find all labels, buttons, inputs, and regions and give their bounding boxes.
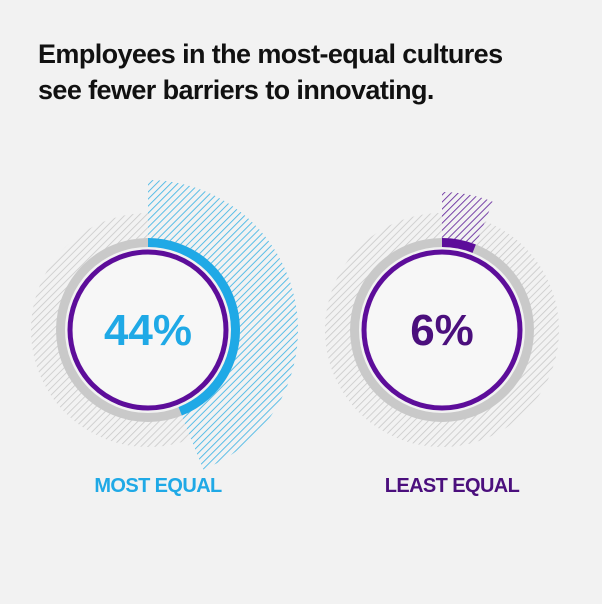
donut-center-least-equal [367,255,517,405]
donut-value-arc-least-equal [442,238,476,253]
donut-center-most-equal [73,255,223,405]
donut-least-equal: 6% LEAST EQUAL [325,192,559,497]
data-label-most-equal: 44% [104,306,192,355]
donut-value-arc-most-equal [148,238,241,416]
data-label-least-equal: 6% [410,306,474,355]
donut-inner-ring-most-equal [67,249,229,411]
donut-slice-least-equal [442,192,493,249]
category-label-least-equal: LEAST EQUAL [385,475,520,497]
chart-title-line-2: see fewer barriers to innovating. [38,75,434,105]
donut-inner-ring-least-equal [361,249,523,411]
chart-title: Employees in the most-equal cultures see… [38,36,578,108]
donut-slice-most-equal [148,180,298,470]
donut-most-equal: 44% MOST EQUAL [31,180,298,497]
chart-title-line-1: Employees in the most-equal cultures [38,39,503,69]
category-label-most-equal: MOST EQUAL [94,475,222,497]
